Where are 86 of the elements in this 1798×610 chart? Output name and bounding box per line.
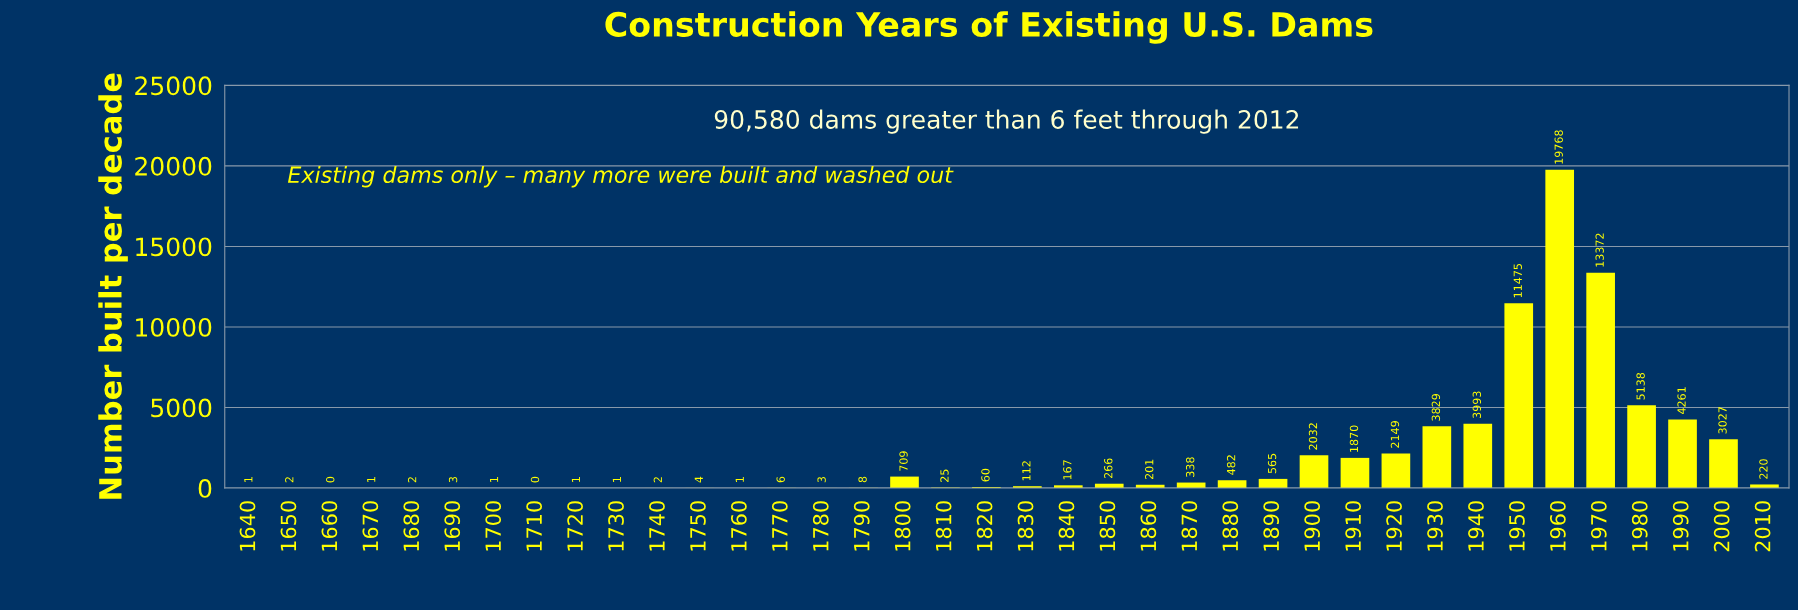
- x-tick-label: 1850: [1099, 501, 1116, 551]
- data-label: 0: [326, 476, 335, 483]
- x-tick-label: 1720: [567, 501, 583, 551]
- x-tick-label: 1810: [935, 501, 952, 551]
- x-tick-label: 1800: [894, 501, 911, 551]
- data-label: 1: [367, 477, 376, 482]
- x-tick-label: 1890: [1263, 501, 1280, 551]
- x-tick-label: 1950: [1509, 501, 1525, 551]
- data-label: 266: [1104, 458, 1113, 479]
- x-tick-label: 1790: [853, 501, 870, 551]
- y-tick-label: 10000: [136, 317, 212, 337]
- x-tick-label: 1870: [1181, 501, 1198, 551]
- data-label: 565: [1267, 453, 1277, 474]
- data-label: 60: [981, 468, 990, 482]
- data-label: 201: [1145, 459, 1154, 480]
- x-tick-label: 1670: [362, 501, 379, 551]
- y-tick-label: 5000: [151, 398, 212, 418]
- x-tick-label: 1900: [1304, 501, 1321, 551]
- x-tick-label: 1970: [1590, 501, 1607, 551]
- data-label: 1: [735, 477, 744, 482]
- data-label: 1: [489, 477, 499, 482]
- data-label: 2032: [1308, 423, 1318, 450]
- x-tick-label: 1730: [608, 501, 624, 551]
- x-tick-label: 2010: [1754, 501, 1771, 552]
- data-label: 5138: [1636, 372, 1645, 400]
- x-tick-label: 1650: [280, 501, 297, 551]
- x-tick-label: 1740: [649, 501, 665, 551]
- x-tick-label: 1660: [321, 501, 338, 551]
- y-tick-label: 25000: [135, 76, 212, 96]
- x-tick-label: 1680: [403, 501, 420, 551]
- data-label: 2: [653, 477, 662, 483]
- data-label: 338: [1185, 457, 1195, 477]
- data-label: 6: [776, 476, 785, 483]
- data-label: 1: [612, 477, 621, 482]
- data-label: 112: [1022, 461, 1031, 481]
- x-tick-label: 1860: [1140, 501, 1157, 551]
- x-tick-label: 1980: [1631, 501, 1648, 551]
- data-label: 25: [940, 469, 949, 482]
- x-tick-label: 1750: [690, 501, 706, 551]
- x-tick-label: 1780: [812, 501, 829, 551]
- data-label: 0: [530, 476, 540, 483]
- x-tick-label: 1960: [1549, 501, 1566, 551]
- x-tick-label: 1910: [1345, 501, 1361, 551]
- x-tick-label: 1830: [1017, 501, 1034, 551]
- x-tick-label: 1700: [485, 501, 502, 551]
- data-label: 11475: [1513, 264, 1522, 298]
- x-tick-label: 1880: [1222, 501, 1239, 551]
- x-tick-label: 1930: [1427, 501, 1443, 551]
- data-label: 220: [1759, 459, 1768, 479]
- data-label: 482: [1226, 455, 1236, 475]
- y-tick-label: 15000: [136, 237, 212, 257]
- x-tick-label: 1690: [444, 501, 461, 551]
- y-axis-title: Number built per decade: [98, 73, 128, 499]
- x-tick-label: 1710: [526, 501, 543, 551]
- data-label: 3: [448, 476, 458, 483]
- data-label: 13372: [1595, 233, 1604, 267]
- data-label: 4261: [1677, 387, 1686, 415]
- x-tick-label: 1840: [1058, 501, 1075, 551]
- data-label: 2: [407, 477, 417, 483]
- x-tick-label: 1770: [771, 501, 788, 551]
- text: 90,580 dams greater than 6 feet through 2012: [714, 109, 1299, 134]
- x-tick-label: 1940: [1468, 501, 1484, 551]
- x-tick-label: 1640: [239, 501, 256, 551]
- data-label: 3829: [1431, 394, 1441, 421]
- data-label: 2149: [1390, 421, 1400, 448]
- x-tick-label: 2000: [1713, 501, 1730, 552]
- x-tick-label: 1820: [976, 501, 993, 551]
- data-label: 1870: [1349, 425, 1359, 452]
- x-tick-label: 1990: [1672, 501, 1689, 551]
- y-tick-label: 20000: [135, 156, 212, 176]
- data-label: 3027: [1718, 407, 1727, 434]
- data-label: 4: [694, 476, 703, 483]
- data-label: 8: [858, 476, 867, 483]
- data-label: 3993: [1472, 391, 1482, 419]
- annotation: Existing dams only – many more were built and washed out: [287, 165, 954, 188]
- data-label: 167: [1063, 460, 1072, 480]
- chart-title: Construction Years of Existing U.S. Dams: [605, 11, 1373, 44]
- data-label: 1: [571, 477, 580, 482]
- x-tick-label: 1760: [731, 501, 747, 551]
- y-tick-label: 0: [198, 478, 212, 498]
- data-label: 709: [899, 451, 908, 471]
- data-label: 2: [285, 477, 294, 483]
- data-label: 3: [817, 476, 826, 483]
- data-label: 19768: [1554, 130, 1563, 164]
- x-tick-label: 1920: [1386, 501, 1402, 551]
- data-label: 1: [244, 477, 253, 482]
